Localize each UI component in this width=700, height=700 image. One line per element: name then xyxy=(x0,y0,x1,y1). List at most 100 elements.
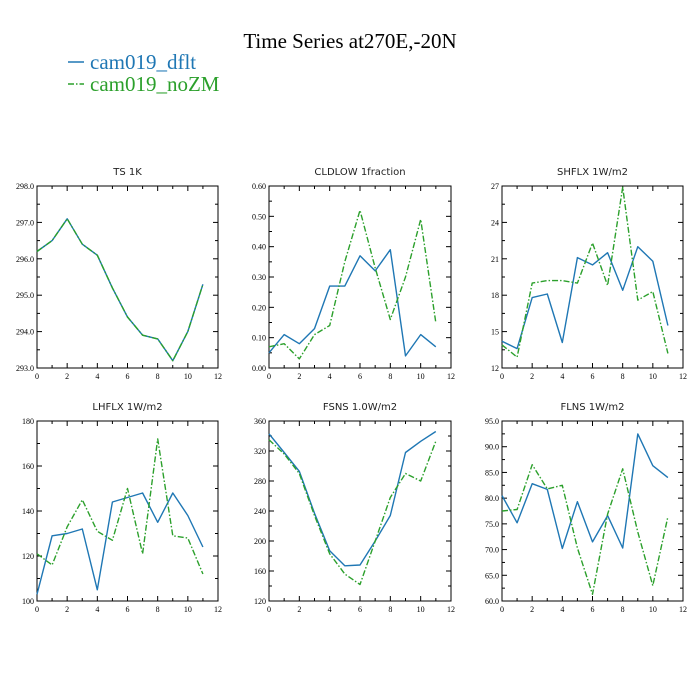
y-tick-label-3-3: 160 xyxy=(22,462,34,471)
series-line-5-0 xyxy=(501,433,669,550)
panels: TS 1K0 2 4 6 8 10 12293.0294.0295.0296.0297.02… xyxy=(16,167,687,614)
y-tick-label-3-0: 100 xyxy=(22,597,34,606)
y-tick-label-5-4: 80.0 xyxy=(485,494,499,503)
x-tick-label-3-5: 10 xyxy=(184,605,192,614)
x-tick-label-1-1: 2 xyxy=(297,372,301,381)
y-tick-label-0-5: 298.0 xyxy=(16,182,34,191)
y-tick-label-1-4: 0.40 xyxy=(252,243,266,252)
x-tick-label-5-2: 4 xyxy=(560,605,564,614)
y-tick-label-2-3: 21 xyxy=(491,255,499,264)
y-tick-label-3-4: 180 xyxy=(22,417,34,426)
y-tick-label-5-6: 90.0 xyxy=(485,443,499,452)
x-tick-label-2-1: 2 xyxy=(530,372,534,381)
x-tick-label-4-0: 0 xyxy=(267,605,271,614)
series-line-3-0 xyxy=(36,492,204,595)
x-tick-label-3-3: 6 xyxy=(126,605,130,614)
y-tick-label-2-0: 12 xyxy=(491,364,499,373)
y-tick-label-4-5: 320 xyxy=(254,447,266,456)
x-tick-label-1-6: 12 xyxy=(447,372,455,381)
x-tick-label-0-6: 12 xyxy=(214,372,222,381)
x-tick-label-5-0: 0 xyxy=(500,605,504,614)
y-tick-label-4-2: 200 xyxy=(254,537,266,546)
y-tick-label-2-2: 18 xyxy=(491,291,499,300)
y-tick-label-4-4: 280 xyxy=(254,477,266,486)
y-tick-label-1-3: 0.30 xyxy=(252,273,266,282)
panel-title-4: FSNS 1.0W/m2 xyxy=(323,402,397,413)
x-tick-label-3-2: 4 xyxy=(95,605,99,614)
y-tick-label-0-0: 293.0 xyxy=(16,364,34,373)
y-tick-label-4-0: 120 xyxy=(254,597,266,606)
x-tick-label-4-5: 10 xyxy=(417,605,425,614)
x-tick-label-1-2: 4 xyxy=(328,372,332,381)
x-tick-label-1-4: 8 xyxy=(388,372,392,381)
panel-title-0: TS 1K xyxy=(112,167,142,178)
panel-5: FLNS 1W/m2 0 2 4 6 8 10 12 60.0 65.0 70.0 75.0 80.0 8… xyxy=(485,402,687,614)
y-tick-label-0-4: 297.0 xyxy=(16,218,34,227)
x-tick-label-4-3: 6 xyxy=(358,605,362,614)
y-tick-label-3-1: 120 xyxy=(22,552,34,561)
series-line-4-1 xyxy=(268,439,437,586)
x-tick-label-2-2: 4 xyxy=(560,372,564,381)
panel-title-2: SHFLX 1W/m2 xyxy=(557,167,628,178)
panel-title-3: LHFLX 1W/m2 xyxy=(92,402,162,413)
x-tick-label-3-4: 8 xyxy=(156,605,160,614)
y-tick-label-5-7: 95.0 xyxy=(485,417,499,426)
series-line-4-0 xyxy=(268,430,437,567)
series-line-2-1 xyxy=(501,186,669,358)
y-tick-label-2-5: 27 xyxy=(491,182,499,191)
x-tick-label-3-6: 12 xyxy=(214,605,222,614)
series-line-0-1 xyxy=(36,218,204,362)
panel-title-1: CLDLOW 1fraction xyxy=(314,167,405,178)
x-tick-label-0-5: 10 xyxy=(184,372,192,381)
panel-title-5: FLNS 1W/m2 xyxy=(560,402,624,413)
x-tick-label-0-3: 6 xyxy=(126,372,130,381)
y-tick-label-1-2: 0.20 xyxy=(252,303,266,312)
x-tick-label-5-1: 2 xyxy=(530,605,534,614)
legend-label-0: cam019_dflt xyxy=(90,50,196,74)
x-tick-label-5-6: 12 xyxy=(679,605,687,614)
y-tick-label-5-0: 60.0 xyxy=(485,597,499,606)
y-tick-label-4-1: 160 xyxy=(254,567,266,576)
legend-label-1: cam019_noZM xyxy=(90,72,220,96)
x-tick-label-4-1: 2 xyxy=(297,605,301,614)
legend: cam019_dflt cam019_noZM xyxy=(68,50,220,96)
x-tick-label-2-6: 12 xyxy=(679,372,687,381)
x-tick-label-4-4: 8 xyxy=(388,605,392,614)
x-tick-label-5-5: 10 xyxy=(649,605,657,614)
x-tick-label-1-5: 10 xyxy=(417,372,425,381)
x-tick-label-2-0: 0 xyxy=(500,372,504,381)
y-tick-label-0-3: 296.0 xyxy=(16,255,34,264)
series-line-1-1 xyxy=(268,209,437,360)
y-tick-label-2-4: 24 xyxy=(491,218,499,227)
y-tick-label-3-2: 140 xyxy=(22,507,34,516)
y-tick-label-1-0: 0.00 xyxy=(252,364,266,373)
y-tick-label-5-3: 75.0 xyxy=(485,520,499,529)
y-tick-label-1-1: 0.10 xyxy=(252,334,266,343)
y-tick-label-4-6: 360 xyxy=(254,417,266,426)
y-tick-label-5-1: 65.0 xyxy=(485,571,499,580)
y-tick-label-5-5: 85.0 xyxy=(485,468,499,477)
y-tick-label-0-1: 294.0 xyxy=(16,328,34,337)
y-tick-label-1-5: 0.50 xyxy=(252,212,266,221)
y-tick-label-0-2: 295.0 xyxy=(16,291,34,300)
x-tick-label-0-4: 8 xyxy=(156,372,160,381)
x-tick-label-1-3: 6 xyxy=(358,372,362,381)
x-tick-label-3-1: 2 xyxy=(65,605,69,614)
x-tick-label-1-0: 0 xyxy=(267,372,271,381)
x-tick-label-4-6: 12 xyxy=(447,605,455,614)
panel-0: TS 1K 0 2 4 6 8 10 12 293.0 294.0 295.0 296.0 297.0 2… xyxy=(16,167,222,381)
y-tick-label-2-1: 15 xyxy=(491,328,499,337)
panel-3: LHFLX 1W/m2 0 2 4 6 8 10 12 100 120 140 160 180 xyxy=(22,402,222,614)
series-line-5-1 xyxy=(501,464,669,595)
x-tick-label-2-4: 8 xyxy=(621,372,625,381)
panel-1: CLDLOW 1fraction 0 2 4 6 8 10 12 0.00 0.10 0.20 0.3… xyxy=(252,167,455,381)
y-tick-label-1-6: 0.60 xyxy=(252,182,266,191)
x-tick-label-3-0: 0 xyxy=(35,605,39,614)
x-tick-label-0-0: 0 xyxy=(35,372,39,381)
panel-4: FSNS 1.0W/m2 0 2 4 6 8 10 12 120 160 200 240 280 320 3… xyxy=(254,402,455,614)
x-tick-label-0-1: 2 xyxy=(65,372,69,381)
x-tick-label-2-5: 10 xyxy=(649,372,657,381)
